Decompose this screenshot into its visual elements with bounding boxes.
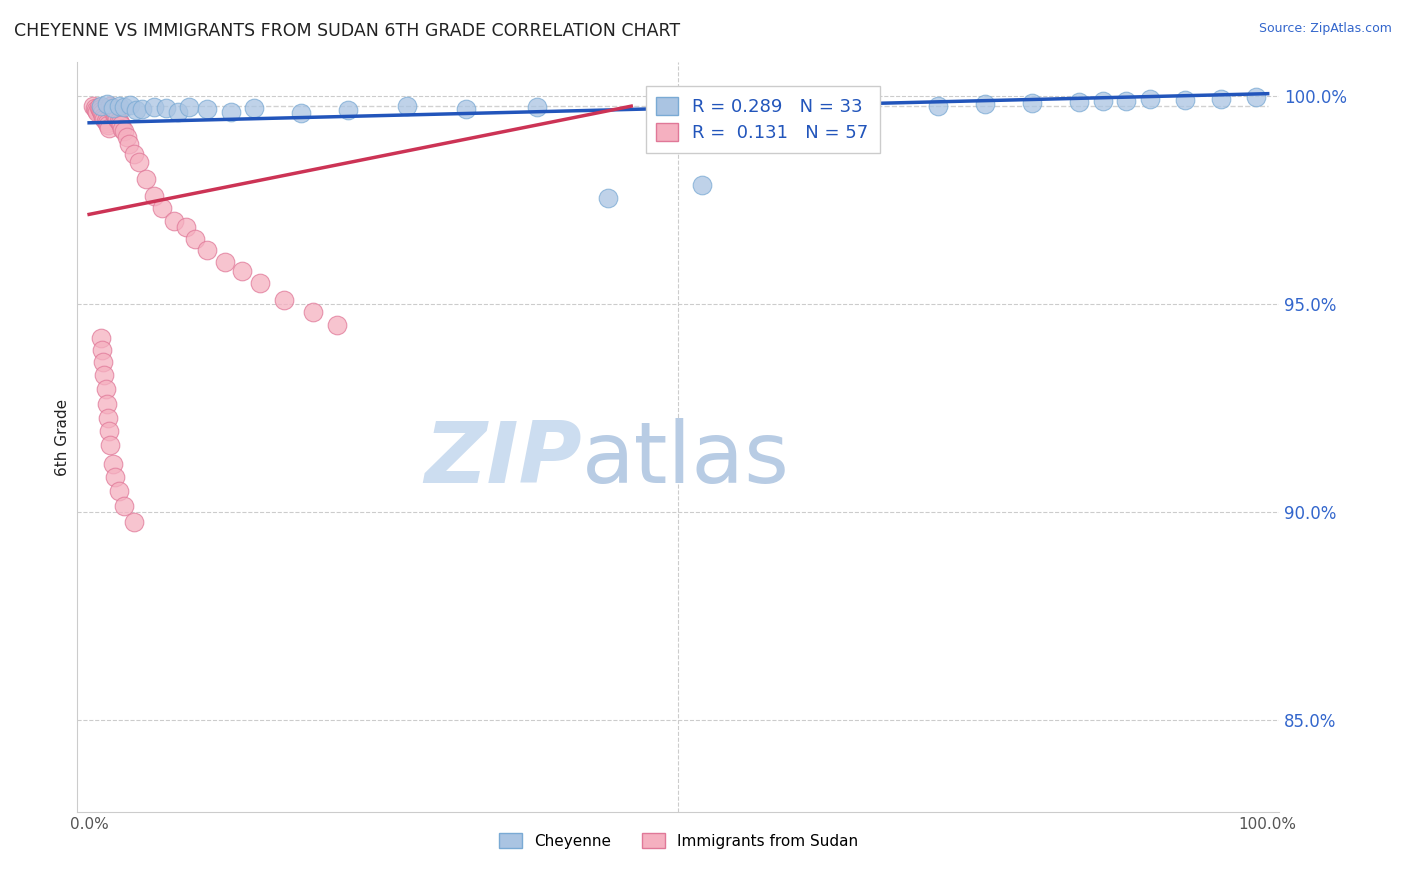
Point — [97, 411, 120, 425]
Point — [110, 118, 132, 132]
Point — [96, 397, 118, 411]
Point — [103, 103, 125, 118]
Point — [456, 102, 478, 116]
Point — [100, 101, 122, 115]
Point — [214, 255, 236, 269]
Point — [249, 276, 271, 290]
Point — [120, 98, 142, 112]
Point — [87, 100, 110, 114]
Point — [107, 113, 129, 128]
Point — [690, 178, 713, 193]
Point — [94, 113, 117, 128]
Point — [104, 107, 127, 121]
Legend: Cheyenne, Immigrants from Sudan: Cheyenne, Immigrants from Sudan — [491, 826, 866, 856]
Point — [125, 103, 148, 118]
Point — [94, 382, 117, 396]
Point — [122, 516, 145, 530]
Point — [91, 106, 114, 120]
Point — [142, 100, 165, 114]
Point — [219, 104, 242, 119]
Point — [128, 155, 150, 169]
Point — [231, 263, 253, 277]
Point — [927, 99, 949, 113]
Point — [1209, 92, 1232, 106]
Point — [107, 484, 129, 499]
Point — [1139, 92, 1161, 106]
Point — [90, 104, 112, 119]
Point — [90, 99, 112, 113]
Point — [1115, 94, 1137, 108]
Point — [179, 100, 201, 114]
Point — [114, 100, 136, 114]
Point — [785, 107, 807, 121]
Text: atlas: atlas — [582, 418, 790, 501]
Point — [135, 172, 157, 186]
Point — [84, 101, 107, 115]
Point — [107, 112, 129, 126]
Point — [396, 99, 419, 113]
Point — [150, 201, 173, 215]
Point — [131, 102, 153, 116]
Point — [84, 103, 107, 118]
Point — [115, 130, 138, 145]
Text: ZIP: ZIP — [425, 418, 582, 501]
Point — [273, 293, 295, 307]
Point — [93, 112, 115, 126]
Text: Source: ZipAtlas.com: Source: ZipAtlas.com — [1258, 22, 1392, 36]
Point — [101, 101, 124, 115]
Point — [1244, 89, 1267, 103]
Point — [93, 368, 115, 382]
Point — [1021, 96, 1043, 111]
Point — [302, 305, 325, 319]
Point — [163, 213, 186, 227]
Point — [107, 99, 129, 113]
Point — [122, 147, 145, 161]
Point — [111, 122, 134, 136]
Y-axis label: 6th Grade: 6th Grade — [55, 399, 70, 475]
Point — [98, 121, 121, 136]
Point — [526, 100, 548, 114]
Point — [166, 105, 188, 120]
Point — [325, 318, 347, 332]
Point — [114, 124, 136, 138]
Text: CHEYENNE VS IMMIGRANTS FROM SUDAN 6TH GRADE CORRELATION CHART: CHEYENNE VS IMMIGRANTS FROM SUDAN 6TH GR… — [14, 22, 681, 40]
Point — [91, 110, 114, 124]
Point — [174, 219, 197, 234]
Point — [337, 103, 360, 118]
Point — [98, 438, 121, 452]
Point — [973, 97, 995, 112]
Point — [105, 110, 128, 124]
Point — [86, 105, 108, 120]
Point — [1174, 93, 1197, 107]
Point — [104, 469, 127, 483]
Point — [1067, 95, 1090, 109]
Point — [101, 457, 124, 471]
Point — [596, 191, 619, 205]
Point — [290, 106, 312, 120]
Point — [91, 343, 114, 357]
Point — [90, 331, 112, 345]
Point — [108, 116, 131, 130]
Point — [195, 102, 218, 116]
Point — [89, 102, 111, 116]
Point — [82, 99, 104, 113]
Point — [118, 136, 141, 151]
Point — [101, 105, 124, 120]
Point — [155, 101, 177, 115]
Point — [1091, 94, 1114, 108]
Point — [114, 499, 136, 513]
Point — [97, 118, 120, 132]
Point — [96, 97, 118, 112]
Point — [142, 188, 165, 202]
Point — [96, 116, 118, 130]
Point — [98, 424, 121, 438]
Point — [184, 232, 207, 246]
Point — [243, 101, 266, 115]
Point — [195, 243, 218, 257]
Point — [91, 355, 114, 369]
Point — [98, 99, 121, 113]
